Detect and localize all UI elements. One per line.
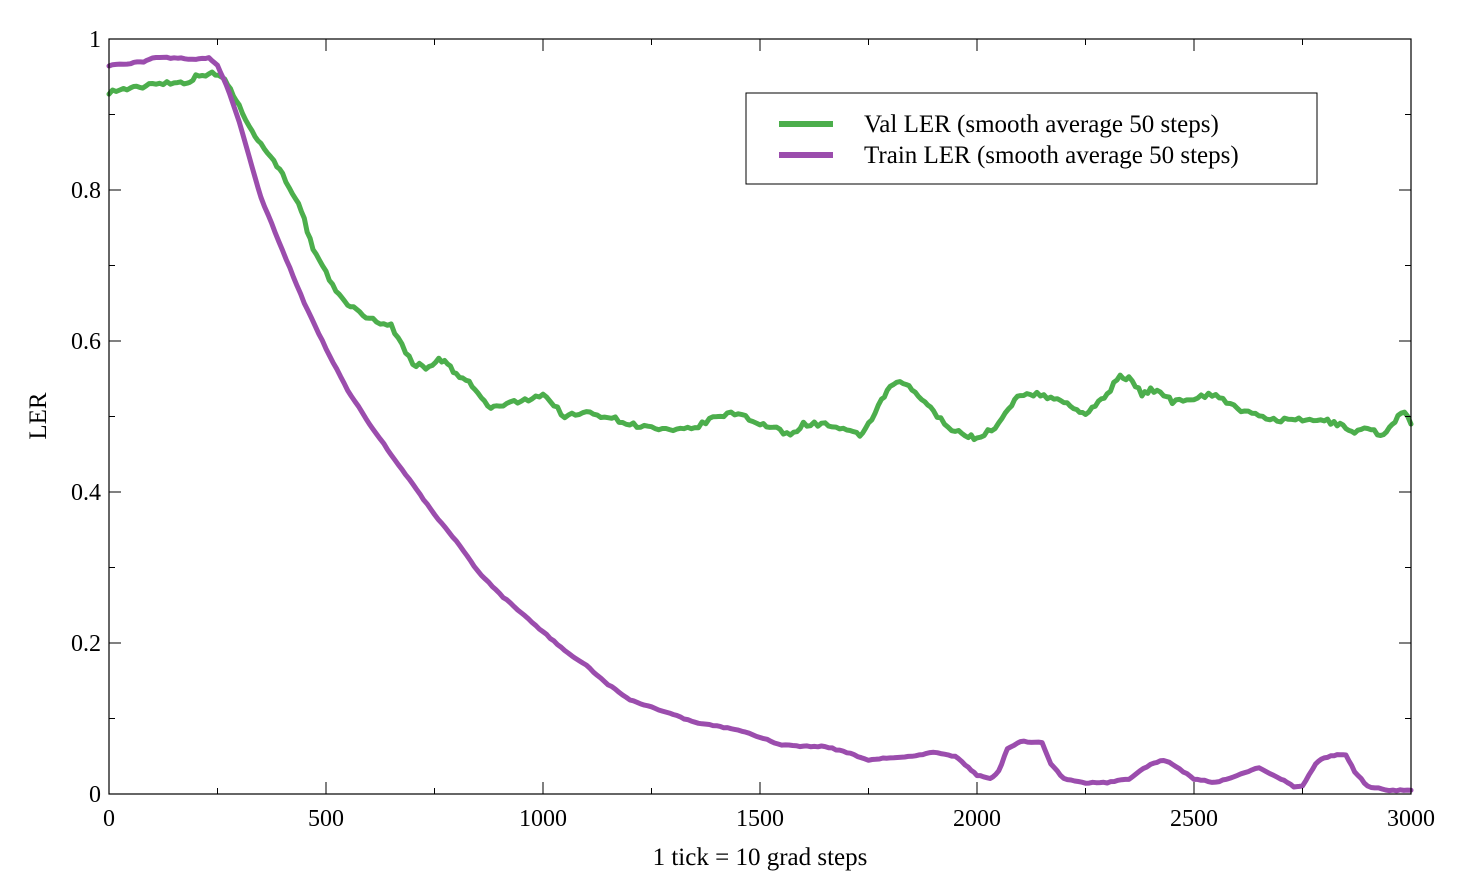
x-tick-label: 500 bbox=[308, 806, 344, 832]
x-tick-label: 1000 bbox=[519, 806, 567, 832]
ticks-layer bbox=[108, 38, 1412, 795]
y-tick-label: 0.8 bbox=[71, 178, 101, 204]
y-axis-title: LER bbox=[25, 392, 52, 440]
y-tick-label: 1 bbox=[89, 27, 101, 53]
legend-label-val: Val LER (smooth average 50 steps) bbox=[864, 111, 1219, 138]
legend: Val LER (smooth average 50 steps) Train … bbox=[745, 92, 1318, 185]
x-tick-label: 1500 bbox=[736, 806, 784, 832]
x-tick-label: 2500 bbox=[1170, 806, 1218, 832]
labels-layer: 0 500 1000 1500 2000 2500 3000 0 0.2 0.4 0.6 0.8 1 bbox=[71, 27, 1435, 832]
y-tick-label: 0.4 bbox=[71, 480, 101, 506]
y-tick-label: 0.6 bbox=[71, 329, 101, 355]
legend-box bbox=[745, 92, 1318, 185]
y-tick-label: 0.2 bbox=[71, 631, 101, 657]
series-layer bbox=[106, 54, 1414, 794]
series-line-train-ler bbox=[106, 54, 1414, 794]
legend-label-train: Train LER (smooth average 50 steps) bbox=[864, 142, 1239, 169]
x-axis-title: 1 tick = 10 grad steps bbox=[653, 844, 868, 871]
x-tick-label: 3000 bbox=[1387, 806, 1435, 832]
series-line-val-ler bbox=[106, 69, 1414, 443]
y-tick-label: 0 bbox=[89, 782, 101, 808]
x-tick-label: 2000 bbox=[953, 806, 1001, 832]
x-tick-label: 0 bbox=[103, 806, 115, 832]
